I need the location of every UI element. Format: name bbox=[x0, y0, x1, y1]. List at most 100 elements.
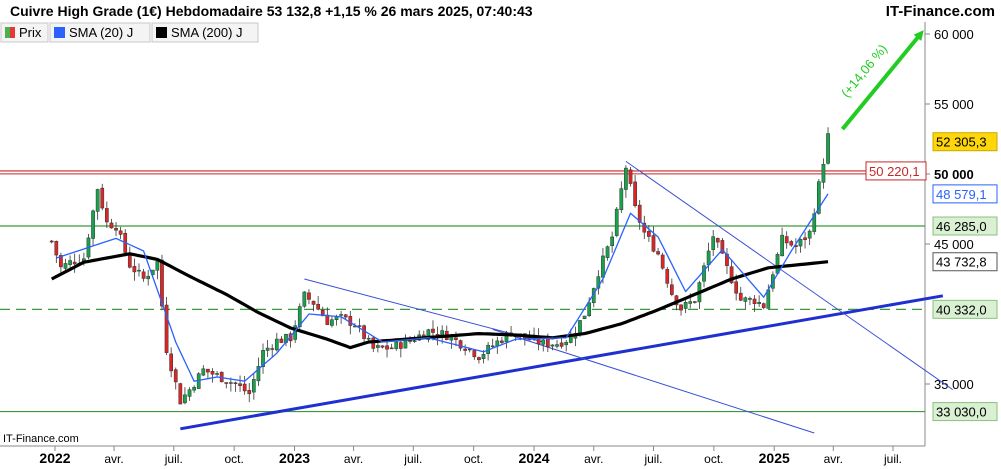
price-candle-down bbox=[164, 304, 169, 353]
price-candle-up bbox=[555, 344, 559, 347]
price-candle-up bbox=[183, 394, 187, 404]
price-candle-down bbox=[656, 251, 660, 255]
price-candles bbox=[49, 127, 830, 405]
price-candle-down bbox=[210, 370, 215, 375]
price-candle-down bbox=[720, 240, 725, 254]
sma20-line bbox=[56, 193, 829, 382]
price-candle-down bbox=[59, 255, 63, 268]
price-candle-up bbox=[261, 350, 265, 368]
price-candle-down bbox=[637, 204, 642, 223]
legend-item-sma20-box bbox=[49, 22, 151, 43]
price-candle-down bbox=[633, 181, 637, 207]
price-candle-down bbox=[132, 266, 137, 273]
price-candle-down bbox=[311, 300, 316, 305]
y-axis-ticks: 60 000 55 000 50 000 45 000 35 000 bbox=[925, 27, 974, 392]
price-candle-up bbox=[68, 260, 72, 265]
x-tick-label: juil. bbox=[403, 452, 422, 466]
price-candle-down bbox=[238, 383, 242, 386]
price-candle-down bbox=[343, 314, 348, 318]
price-candle-up bbox=[826, 133, 830, 164]
price-candle-up bbox=[192, 387, 196, 391]
price-tag-box-support bbox=[932, 216, 998, 236]
price-candle-down bbox=[357, 325, 362, 327]
x-tick-label: 2025 bbox=[759, 450, 790, 466]
price-candle-up bbox=[146, 275, 151, 280]
chart-legend: Prix SMA (20) J SMA (200) J bbox=[0, 22, 259, 43]
y-tick-label: 45 000 bbox=[934, 237, 974, 252]
x-tick-label: juil. bbox=[164, 452, 183, 466]
y-tick-label: 55 000 bbox=[934, 97, 974, 112]
price-candle-down bbox=[477, 357, 481, 361]
price-candle-up bbox=[541, 339, 546, 345]
chart-header-title: Cuivre High Grade (1€) Hebdomadaire 53 1… bbox=[10, 3, 533, 19]
price-candle-down bbox=[803, 237, 807, 240]
price-candle-up bbox=[330, 319, 334, 326]
price-candle-down bbox=[380, 345, 385, 348]
price-candle-up bbox=[582, 315, 587, 319]
price-candle-up bbox=[137, 269, 141, 272]
x-tick-label: avr. bbox=[104, 452, 123, 466]
price-candle-up bbox=[568, 336, 573, 343]
price-candle-down bbox=[109, 222, 114, 229]
channel-trend-line bbox=[625, 160, 954, 391]
legend-item-sma200-box bbox=[151, 22, 259, 43]
price-tag-label-last: 52 305,3 bbox=[936, 135, 987, 150]
x-tick-label: avr. bbox=[344, 452, 363, 466]
price-level-tags: 52 305,3 50 220,1 48 579,1 46 285,0 43 732,8… bbox=[865, 132, 998, 422]
price-candle-down bbox=[169, 353, 174, 372]
price-candle-up bbox=[274, 338, 279, 351]
price-candle-down bbox=[545, 338, 550, 347]
price-candle-down bbox=[692, 301, 697, 303]
x-tick-label: oct. bbox=[464, 452, 483, 466]
price-candle-down bbox=[734, 281, 739, 294]
y-tick-label: 35 000 bbox=[934, 377, 974, 392]
x-tick-label: avr. bbox=[584, 452, 603, 466]
x-tick-label: 2022 bbox=[39, 450, 70, 466]
price-candle-up bbox=[426, 329, 431, 340]
price-candle-down bbox=[647, 231, 651, 237]
price-candle-up bbox=[63, 263, 68, 269]
price-candle-up bbox=[564, 341, 569, 346]
price-candle-down bbox=[100, 187, 105, 209]
price-candle-down bbox=[642, 222, 647, 233]
price-candle-up bbox=[490, 345, 495, 348]
legend-label-sma200: SMA (200) J bbox=[171, 25, 243, 40]
price-candle-down bbox=[463, 348, 467, 351]
brand-name: IT-Finance.com bbox=[886, 3, 995, 20]
price-candle-down bbox=[458, 340, 463, 349]
x-tick-label: avr. bbox=[824, 452, 843, 466]
price-candle-down bbox=[118, 230, 123, 235]
price-candle-down bbox=[242, 383, 247, 392]
price-candle-up bbox=[481, 354, 486, 359]
price-candle-up bbox=[688, 301, 693, 304]
price-candle-up bbox=[201, 368, 206, 376]
price-candle-up bbox=[757, 302, 761, 304]
price-tag-box-support-dashed bbox=[932, 299, 998, 319]
x-tick-label: juil. bbox=[643, 452, 662, 466]
price-candle-down bbox=[665, 269, 670, 284]
price-candle-down bbox=[320, 310, 325, 317]
x-axis-ticks: 2022 avr. juil. oct. 2023 avr. juil. oct. 2024 av… bbox=[39, 446, 902, 466]
price-candle-down bbox=[398, 342, 403, 349]
price-candle-up bbox=[297, 306, 302, 328]
price-candle-up bbox=[702, 265, 706, 282]
support-trend-line bbox=[180, 294, 944, 431]
price-candle-down bbox=[761, 303, 766, 308]
price-candle-up bbox=[807, 230, 812, 239]
price-candle-up bbox=[256, 366, 261, 382]
channel-trend-line bbox=[304, 278, 544, 343]
price-candle-up bbox=[91, 210, 95, 239]
price-candle-down bbox=[49, 240, 54, 243]
price-candle-up bbox=[366, 337, 371, 340]
price-candle-down bbox=[679, 304, 683, 311]
price-candle-down bbox=[628, 169, 633, 184]
sma20-legend-swatch bbox=[54, 27, 65, 38]
x-tick-label: oct. bbox=[224, 452, 243, 466]
price-candle-down bbox=[316, 304, 320, 310]
price-candle-down bbox=[104, 208, 109, 223]
price-candle-up bbox=[743, 297, 748, 302]
sma200-legend-swatch bbox=[156, 27, 167, 38]
price-candle-up bbox=[775, 254, 780, 274]
